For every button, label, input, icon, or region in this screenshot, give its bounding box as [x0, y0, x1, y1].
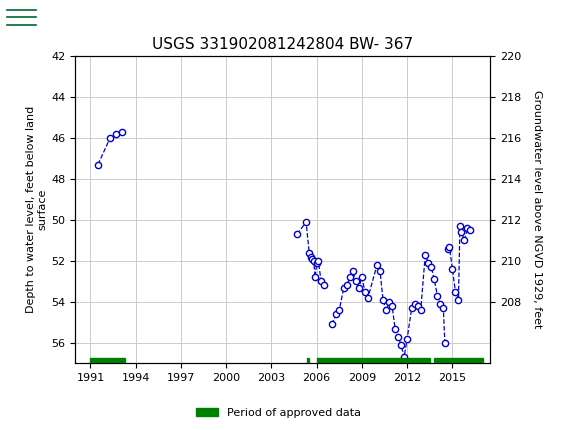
Legend: Period of approved data: Period of approved data: [191, 403, 365, 422]
Title: USGS 331902081242804 BW- 367: USGS 331902081242804 BW- 367: [152, 37, 414, 52]
Bar: [434, 358, 483, 363]
Bar: [307, 358, 309, 363]
Bar: [317, 358, 430, 363]
Y-axis label: Groundwater level above NGVD 1929, feet: Groundwater level above NGVD 1929, feet: [532, 90, 542, 329]
Text: USGS: USGS: [44, 12, 90, 27]
Bar: [5, 5, 39, 34]
Y-axis label: Depth to water level, feet below land
surface: Depth to water level, feet below land su…: [26, 106, 47, 313]
Bar: [90, 358, 125, 363]
